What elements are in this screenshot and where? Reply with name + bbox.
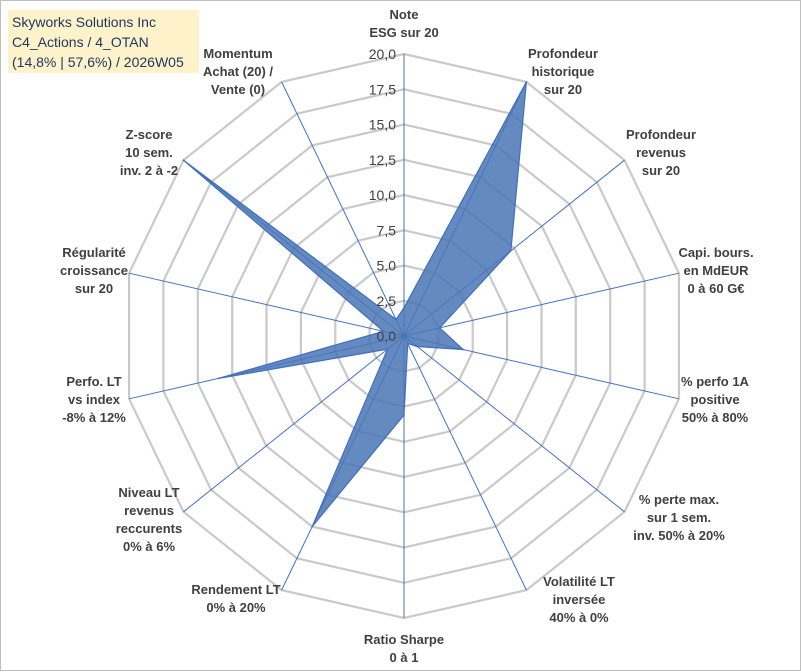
- axis-label-line: Rendement LT: [191, 582, 280, 597]
- axis-label-layer: Note ESG sur 20 Profondeur historique sur 20…: [60, 7, 754, 665]
- data-point: [462, 348, 464, 351]
- tick-label: 17,5: [369, 81, 396, 97]
- axis-label-line: Régularité: [62, 245, 126, 260]
- axis-label-line: inversée: [553, 592, 606, 607]
- axis-label-line: reccurents: [116, 521, 182, 536]
- tick-label: 10,0: [369, 187, 396, 203]
- axis-label-line: inv. 2 à -2: [120, 163, 178, 178]
- data-point: [406, 342, 409, 345]
- axis-label-line: 10 sem.: [125, 145, 173, 160]
- tick-label: 12,5: [369, 152, 396, 168]
- title-box: Skyworks Solutions Inc C4_Actions / 4_OT…: [8, 10, 199, 73]
- axis-spoke: [403, 272, 680, 337]
- axis-label-line: croissance: [60, 263, 128, 278]
- axis-label-line: Profondeur: [528, 46, 598, 61]
- axis-label-line: 0% à 6%: [123, 539, 175, 554]
- title-line-2: C4_Actions / 4_OTAN: [12, 34, 149, 50]
- axis-label-line: sur 20: [544, 82, 582, 97]
- title-line-3: (14,8% | 57,6%) / 2026W05: [12, 54, 184, 70]
- axis-label: Z-score 10 sem. inv. 2 à -2: [120, 127, 178, 178]
- axis-label: Profondeur revenus sur 20: [626, 127, 696, 178]
- axis-spoke: [183, 335, 405, 513]
- axis-label: Momentum Achat (20) / Vente (0): [203, 46, 273, 97]
- data-point: [416, 345, 419, 348]
- axis-label-line: Profondeur: [626, 127, 696, 142]
- data-point: [403, 414, 405, 416]
- axis-label-line: vs index: [68, 392, 121, 407]
- axis-label-line: Momentum: [203, 46, 272, 61]
- axis-label-line: Z-score: [126, 127, 173, 142]
- axis-label: Profondeur historique sur 20: [528, 46, 598, 97]
- tick-label: 2,5: [377, 293, 397, 309]
- data-point: [386, 348, 389, 351]
- axis-label: Volatilité LT inversée 40% à 0%: [543, 574, 615, 625]
- axis-label-line: 40% à 0%: [549, 610, 609, 625]
- axis-label: Ratio Sharpe 0 à 1: [364, 632, 444, 665]
- data-point: [217, 377, 220, 380]
- axis-label: Niveau LT revenus reccurents 0% à 6%: [116, 485, 182, 554]
- axis-spoke: [403, 335, 527, 591]
- data-point: [182, 159, 185, 161]
- axis-label-line: sur 20: [642, 163, 680, 178]
- data-point: [403, 307, 405, 309]
- axis-label-line: historique: [532, 64, 595, 79]
- title-line-1: Skyworks Solutions Inc: [12, 14, 156, 30]
- axis-label: Régularité croissance sur 20: [60, 245, 128, 296]
- axis-label-line: ESG sur 20: [369, 25, 438, 40]
- axis-spoke: [281, 81, 405, 337]
- axis-spoke: [128, 272, 405, 337]
- tick-label: 0,0: [377, 328, 397, 344]
- data-point: [510, 249, 512, 252]
- axis-label: Rendement LT 0% à 20%: [191, 582, 280, 615]
- axis-label-line: 0% à 20%: [206, 600, 266, 615]
- axis-label-line: Vente (0): [211, 82, 265, 97]
- tick-label: 20,0: [369, 46, 396, 62]
- axis-label-line: revenus: [124, 503, 174, 518]
- data-point: [438, 327, 441, 329]
- axis-label-line: -8% à 12%: [62, 410, 126, 425]
- axis-label: Capi. bours. en MdEUR 0 à 60 G€: [678, 245, 753, 296]
- data-point: [382, 330, 385, 333]
- axis-label-line: sur 1 sem.: [647, 510, 711, 525]
- axis-label: % perte max. sur 1 sem. inv. 50% à 20%: [633, 492, 725, 543]
- axis-label-line: % perfo 1A: [681, 374, 750, 389]
- series-layer: [182, 81, 528, 528]
- axis-label-line: sur 20: [75, 281, 113, 296]
- data-point: [395, 318, 397, 321]
- axis-label: Note ESG sur 20: [369, 7, 438, 40]
- axis-label: Perfo. LT vs index -8% à 12%: [62, 374, 126, 425]
- axis-label-line: % perte max.: [639, 492, 719, 507]
- data-point: [525, 81, 528, 83]
- axis-label-line: 0 à 60 G€: [687, 281, 744, 296]
- tick-label: 7,5: [377, 222, 397, 238]
- axis-label-line: Note: [390, 7, 419, 22]
- data-point: [311, 525, 314, 528]
- axis-label-line: 0 à 1: [390, 650, 419, 665]
- tick-label: 5,0: [377, 258, 397, 274]
- tick-layer: 0,0 2,5 5,0 7,5 10,0 12,5 15,0 17,5 20,0: [369, 46, 396, 344]
- axis-label-line: Perfo. LT: [66, 374, 121, 389]
- axis-label-line: Ratio Sharpe: [364, 632, 444, 647]
- axis-label-line: en MdEUR: [684, 263, 750, 278]
- axis-label-line: Achat (20) /: [203, 64, 273, 79]
- axis-label-line: Volatilité LT: [543, 574, 615, 589]
- axis-label-line: positive: [690, 392, 739, 407]
- axis-label-line: 50% à 80%: [682, 410, 749, 425]
- axis-spoke: [403, 335, 625, 513]
- axis-label-line: Capi. bours.: [678, 245, 753, 260]
- axis-label-line: inv. 50% à 20%: [633, 528, 725, 543]
- axis-label-line: Niveau LT: [118, 485, 179, 500]
- axis-label-line: revenus: [636, 145, 686, 160]
- tick-label: 15,0: [369, 117, 396, 133]
- axis-label: % perfo 1A positive 50% à 80%: [681, 374, 750, 425]
